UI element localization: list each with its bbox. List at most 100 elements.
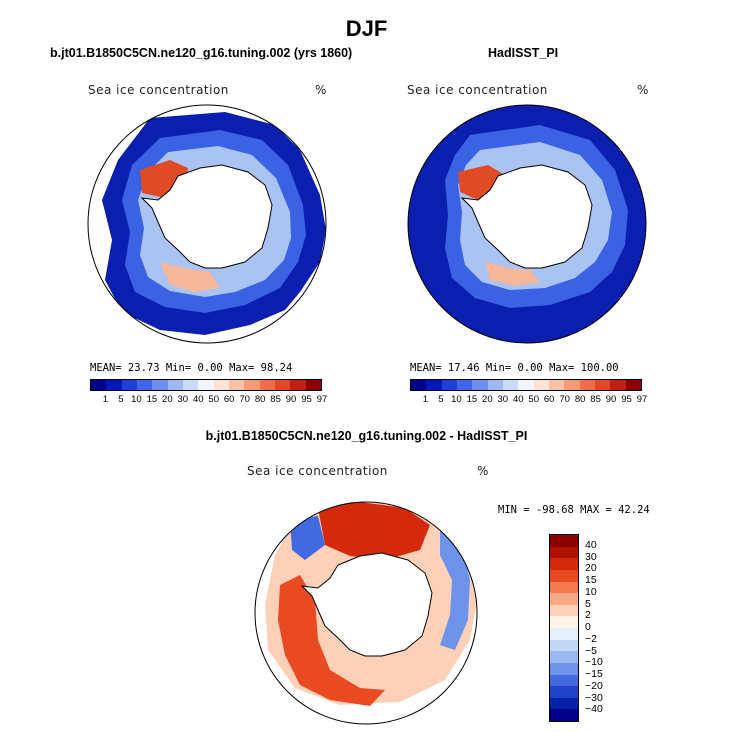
colorbar-swatch bbox=[610, 380, 626, 390]
diff-colorbar-swatch bbox=[550, 593, 578, 605]
colorbar-tick-label: 60 bbox=[543, 394, 555, 405]
colorbar-swatch bbox=[518, 380, 534, 390]
diff-colorbar-tick-label: −30 bbox=[585, 691, 603, 704]
colorbar-tick-label: 80 bbox=[254, 394, 266, 405]
colorbar-tick-label: 40 bbox=[512, 394, 524, 405]
colorbar-tick-label: 90 bbox=[605, 394, 617, 405]
colorbar-tick-label: 85 bbox=[590, 394, 601, 405]
diff-units: % bbox=[477, 464, 489, 478]
panel-2-units: % bbox=[637, 83, 649, 97]
diff-colorbar-swatch bbox=[550, 604, 578, 617]
colorbar-tick-label: 70 bbox=[239, 394, 250, 405]
panel-2-ross-red bbox=[485, 262, 540, 286]
colorbar-tick-label: 15 bbox=[146, 394, 158, 405]
diff-colorbar-swatch bbox=[550, 697, 578, 710]
panel-2-field-label: Sea ice concentration bbox=[407, 83, 548, 97]
colorbar-swatch bbox=[91, 380, 107, 390]
colorbar-swatch bbox=[244, 380, 260, 390]
diff-colorbar-tick-label: 5 bbox=[585, 597, 591, 610]
diff-colorbar-tick-label: −20 bbox=[585, 679, 603, 692]
panel-1-stats: MEAN= 23.73 Min= 0.00 Max= 98.24 bbox=[90, 362, 293, 374]
diff-colorbar-tick-label: 30 bbox=[585, 550, 597, 563]
diff-colorbar bbox=[549, 534, 579, 722]
colorbar-tick-label: 5 bbox=[118, 394, 124, 405]
panel-2-title: HadISST_PI bbox=[488, 46, 559, 60]
colorbar-swatch bbox=[167, 380, 183, 390]
panel-1-field-label: Sea ice concentration bbox=[88, 83, 229, 97]
diff-title: b.jt01.B1850C5CN.ne120_g16.tuning.002 - … bbox=[205, 429, 528, 443]
diff-red-north bbox=[318, 502, 430, 560]
diff-colorbar-swatch bbox=[550, 569, 578, 582]
colorbar-tick-label: 95 bbox=[621, 394, 632, 405]
colorbar-tick-label: 50 bbox=[528, 394, 540, 405]
colorbar-tick-label: 70 bbox=[559, 394, 570, 405]
diff-colorbar-swatch bbox=[550, 535, 578, 547]
colorbar-swatch bbox=[182, 380, 199, 390]
diff-colorbar-swatch bbox=[550, 558, 578, 570]
diff-colorbar-tick-label: −40 bbox=[585, 703, 603, 716]
diff-colorbar-swatch bbox=[550, 616, 578, 628]
diff-colorbar-swatch bbox=[550, 651, 578, 663]
colorbar-swatch bbox=[579, 380, 595, 390]
panel-1-title: b.jt01.B1850C5CN.ne120_g16.tuning.002 (y… bbox=[50, 46, 353, 60]
colorbar-swatch bbox=[502, 380, 519, 390]
diff-colorbar-swatch bbox=[550, 546, 578, 559]
diff-colorbar-swatch bbox=[550, 686, 578, 698]
colorbar-swatch bbox=[259, 380, 275, 390]
diff-colorbar-swatch bbox=[550, 662, 578, 675]
diff-antarctica bbox=[300, 552, 433, 657]
colorbar-tick-label: 20 bbox=[482, 394, 493, 405]
panel-2-stats: MEAN= 17.46 Min= 0.00 Max= 100.00 bbox=[410, 362, 619, 374]
colorbar-tick-label: 50 bbox=[208, 394, 220, 405]
colorbar-tick-label: 90 bbox=[285, 394, 297, 405]
colorbar-swatch bbox=[213, 380, 229, 390]
panel-1-antarctica bbox=[140, 164, 273, 269]
colorbar-swatch bbox=[625, 380, 641, 390]
panel-1-ross-red bbox=[160, 262, 220, 292]
colorbar-swatch bbox=[152, 380, 168, 390]
colorbar-tick-label: 85 bbox=[270, 394, 281, 405]
colorbar-tick-label: 40 bbox=[192, 394, 204, 405]
colorbar-swatch bbox=[228, 380, 245, 390]
diff-colorbar-tick-label: 0 bbox=[585, 621, 591, 633]
diff-colorbar-tick-label: −10 bbox=[585, 656, 603, 669]
colorbar-tick-label: 80 bbox=[574, 394, 586, 405]
colorbar-tick-label: 97 bbox=[316, 394, 328, 405]
colorbar-tick-label: 5 bbox=[438, 394, 444, 405]
diff-colorbar-tick-label: −5 bbox=[585, 644, 597, 657]
colorbar-swatch bbox=[472, 380, 488, 390]
diff-colorbar-swatch bbox=[550, 709, 578, 721]
colorbar-tick-label: 1 bbox=[422, 394, 429, 405]
colorbar-tick-label: 10 bbox=[131, 394, 142, 405]
diff-colorbar-swatch bbox=[550, 639, 578, 652]
diff-colorbar-tick-label: 20 bbox=[585, 562, 597, 575]
panel-1-colorbar-ticks: 1 5 10 15 20 30 40 50 60 70 80 85 90 95 97 bbox=[90, 394, 327, 406]
diff-blue-north bbox=[290, 516, 325, 560]
panel-1-colorbar bbox=[90, 379, 322, 391]
colorbar-swatch bbox=[441, 380, 457, 390]
colorbar-tick-label: 95 bbox=[301, 394, 312, 405]
panel-2-colorbar-ticks: 1 5 10 15 20 30 40 50 60 70 80 85 90 95 97 bbox=[410, 394, 647, 406]
page-title: DJF bbox=[345, 16, 388, 41]
colorbar-swatch bbox=[290, 380, 306, 390]
diff-colorbar-tick-label: 40 bbox=[585, 538, 597, 551]
colorbar-swatch bbox=[121, 380, 137, 390]
colorbar-tick-label: 10 bbox=[451, 394, 462, 405]
colorbar-tick-label: 60 bbox=[223, 394, 235, 405]
diff-colorbar-swatch bbox=[550, 581, 578, 594]
colorbar-tick-label: 30 bbox=[177, 394, 189, 405]
diff-blue-east bbox=[440, 530, 470, 650]
diff-field-label: Sea ice concentration bbox=[247, 464, 388, 478]
colorbar-tick-label: 1 bbox=[102, 394, 109, 405]
diff-colorbar-tick-label: 15 bbox=[585, 574, 597, 586]
colorbar-swatch bbox=[305, 380, 321, 390]
diff-stats: MIN = -98.68 MAX = 42.24 bbox=[498, 504, 650, 516]
colorbar-swatch bbox=[548, 380, 565, 390]
diff-colorbar-tick-label: 10 bbox=[585, 585, 597, 598]
colorbar-swatch bbox=[456, 380, 473, 390]
diff-colorbar-swatch bbox=[550, 628, 578, 640]
diff-red-west bbox=[278, 575, 385, 706]
diff-colorbar-tick-label: −15 bbox=[585, 668, 603, 680]
